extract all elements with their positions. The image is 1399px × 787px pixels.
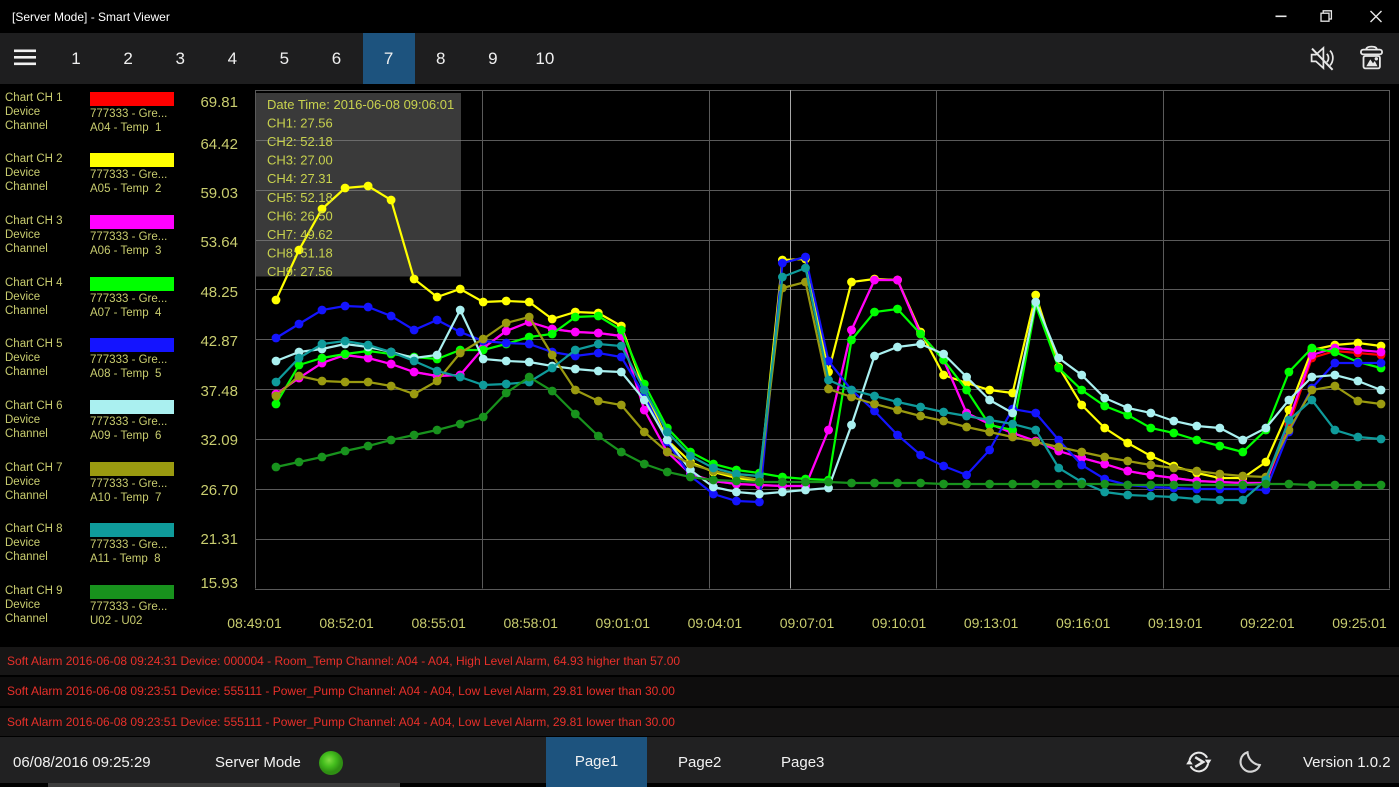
- svg-text:CH7: 49.62: CH7: 49.62: [267, 227, 333, 242]
- svg-text:CH2: 52.18: CH2: 52.18: [267, 134, 333, 149]
- svg-text:CH3: 27.00: CH3: 27.00: [267, 153, 333, 168]
- svg-text:CH9: 27.56: CH9: 27.56: [267, 264, 333, 279]
- svg-text:CH5: 52.18: CH5: 52.18: [267, 190, 333, 205]
- svg-text:CH4: 27.31: CH4: 27.31: [267, 171, 333, 186]
- svg-text:CH1: 27.56: CH1: 27.56: [267, 115, 333, 130]
- svg-text:CH6: 26.50: CH6: 26.50: [267, 208, 333, 223]
- svg-text:CH8: 51.18: CH8: 51.18: [267, 246, 333, 261]
- svg-text:Date Time: 2016-06-08 09:06:01: Date Time: 2016-06-08 09:06:01: [267, 97, 454, 112]
